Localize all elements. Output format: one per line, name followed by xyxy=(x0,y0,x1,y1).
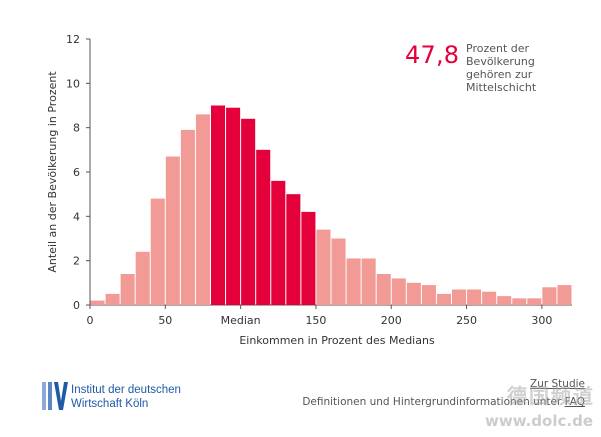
bar xyxy=(165,156,180,305)
bar xyxy=(346,258,361,305)
bar xyxy=(406,282,421,305)
logo-line-1: Institut der deutschen xyxy=(71,384,181,396)
bars-group xyxy=(90,105,572,305)
bar-middle-class xyxy=(286,194,301,305)
x-axis-title: Einkommen in Prozent des Medians xyxy=(239,334,435,347)
y-tick-label: 2 xyxy=(73,255,80,268)
y-tick-label: 8 xyxy=(73,122,80,135)
y-tick-label: 12 xyxy=(66,33,80,46)
definitions-text: Definitionen und Hintergrundinformatione… xyxy=(302,396,565,408)
bar-middle-class xyxy=(271,180,286,305)
bar xyxy=(467,289,482,305)
x-tick-label: 200 xyxy=(381,314,402,327)
watermark-text: 德国频道 xyxy=(507,384,595,408)
bar xyxy=(527,298,542,305)
x-axis: 0 50 Median 150 200 250 300 xyxy=(87,304,572,327)
bar-middle-class xyxy=(211,105,226,305)
bar xyxy=(376,273,391,305)
iw-logo-icon xyxy=(42,382,68,410)
bar xyxy=(497,296,512,305)
bar xyxy=(316,229,331,305)
bar xyxy=(557,285,572,305)
logo-line-2: Wirtschaft Köln xyxy=(71,398,149,410)
bar-middle-class xyxy=(256,149,271,305)
bar xyxy=(361,258,376,305)
y-axis: 0 2 4 6 8 10 12 xyxy=(66,33,91,312)
x-tick-label: Median xyxy=(221,314,261,327)
bar xyxy=(391,278,406,305)
study-link[interactable]: Zur Studie xyxy=(530,378,585,390)
y-tick-label: 10 xyxy=(66,77,80,90)
y-axis-title: Anteil an der Bevölkerung in Prozent xyxy=(46,71,59,273)
bar xyxy=(452,289,467,305)
income-distribution-chart: 0 2 4 6 8 10 12 0 50 Median 150 200 250 300 Anteil a… xyxy=(46,33,572,347)
bar xyxy=(150,198,165,305)
bar xyxy=(421,285,436,305)
bar xyxy=(436,293,451,305)
x-tick-label: 0 xyxy=(87,314,94,327)
bar xyxy=(105,293,120,305)
definitions-link[interactable]: Definitionen und Hintergrundinformatione… xyxy=(302,396,585,408)
bar-middle-class xyxy=(301,211,316,305)
bar xyxy=(512,298,527,305)
bar xyxy=(120,273,135,305)
iw-logo-text: Institut der deutschen Wirtschaft Köln xyxy=(71,383,181,411)
bar xyxy=(331,238,346,305)
x-tick-label: 150 xyxy=(305,314,326,327)
watermark-url: www.dolc.de xyxy=(485,412,593,430)
x-tick-label: 250 xyxy=(456,314,477,327)
middle-class-share-value: 47,8 xyxy=(405,41,460,69)
faq-link[interactable]: FAQ xyxy=(564,396,585,408)
bar xyxy=(482,291,497,305)
bar xyxy=(180,129,195,305)
bar xyxy=(542,287,557,305)
y-tick-label: 0 xyxy=(73,299,80,312)
x-tick-label: 50 xyxy=(158,314,172,327)
bar-middle-class xyxy=(226,107,241,305)
y-tick-label: 6 xyxy=(73,166,80,179)
bar-middle-class xyxy=(241,118,256,305)
bar xyxy=(195,114,210,305)
middle-class-share-label: Prozent der Bevölkerung gehören zur Mitt… xyxy=(466,42,537,94)
x-tick-label: 300 xyxy=(531,314,552,327)
bar xyxy=(90,300,105,305)
y-tick-label: 4 xyxy=(73,210,80,223)
bar xyxy=(135,251,150,305)
